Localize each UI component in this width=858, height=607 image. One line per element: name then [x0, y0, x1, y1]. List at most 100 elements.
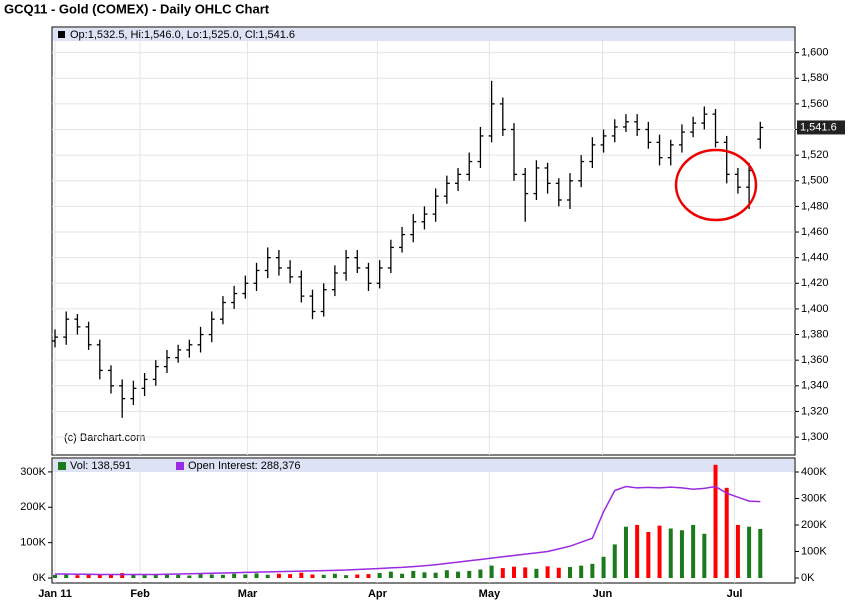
volume-bar — [176, 574, 181, 578]
legend-swatch — [58, 31, 65, 38]
y-tick-label: 100K — [20, 537, 46, 549]
volume-bar — [400, 573, 405, 578]
volume-bar — [254, 573, 259, 578]
y-tick-label: 0K — [33, 572, 47, 584]
volume-bar — [444, 570, 449, 578]
volume-bar — [456, 571, 461, 578]
legend-swatch — [58, 462, 66, 470]
volume-bar — [299, 572, 304, 578]
volume-bar — [534, 568, 539, 578]
volume-bar — [265, 574, 270, 578]
volume-bar — [691, 524, 696, 578]
volume-bar — [422, 572, 427, 578]
x-tick-label: Jun — [593, 588, 613, 600]
y-tick-label: 1,420 — [801, 277, 829, 289]
volume-bar — [64, 574, 69, 578]
volume-bar — [567, 567, 572, 578]
volume-bar — [747, 526, 752, 578]
volume-bar — [758, 528, 763, 578]
volume-bar — [209, 574, 214, 578]
source-note: (c) Barchart.com — [64, 432, 145, 444]
volume-bar — [556, 567, 561, 578]
y-tick-label: 1,520 — [801, 149, 829, 161]
legend-label: Vol: 138,591 — [70, 460, 131, 472]
y2-tick-label: 100K — [801, 545, 827, 557]
volume-bar — [523, 567, 528, 578]
y-tick-label: 200K — [20, 501, 46, 513]
y2-tick-label: 200K — [801, 519, 827, 531]
volume-bar — [668, 528, 673, 578]
x-tick-label: Jan 11 — [38, 588, 72, 600]
y-tick-label: 1,500 — [801, 175, 829, 187]
volume-bar — [187, 575, 192, 578]
volume-bar — [579, 565, 584, 578]
chart-title: GCQ11 - Gold (COMEX) - Daily OHLC Chart — [4, 1, 270, 16]
volume-bar — [310, 574, 315, 578]
y-tick-label: 1,340 — [801, 380, 829, 392]
legend-label: Open Interest: 288,376 — [188, 460, 301, 472]
price-panel — [51, 26, 796, 456]
y-tick-label: 1,560 — [801, 98, 829, 110]
y-tick-label: 1,600 — [801, 47, 829, 59]
volume-bar — [377, 573, 382, 578]
y-tick-label: 1,320 — [801, 405, 829, 417]
volume-bar — [232, 573, 237, 578]
volume-bar — [679, 530, 684, 578]
volume-bar — [646, 532, 651, 578]
last-price-label: 1,541.6 — [800, 121, 837, 133]
volume-bar — [657, 525, 662, 578]
y-tick-label: 1,400 — [801, 303, 829, 315]
y2-tick-label: 0K — [801, 572, 815, 584]
y-tick-label: 300K — [20, 466, 46, 478]
volume-bar — [332, 573, 337, 578]
volume-bar — [512, 566, 517, 578]
volume-bar — [366, 574, 371, 578]
volume-bar — [142, 575, 147, 578]
volume-bar — [702, 533, 707, 578]
volume-bar — [108, 574, 113, 578]
volume-bar — [355, 574, 360, 578]
volume-bar — [489, 565, 494, 578]
volume-bar — [500, 568, 505, 578]
y2-tick-label: 300K — [801, 492, 827, 504]
volume-bar — [53, 574, 58, 578]
x-tick-label: May — [479, 588, 501, 600]
y-tick-label: 1,380 — [801, 328, 829, 340]
volume-bar — [243, 574, 248, 578]
volume-bar — [276, 573, 281, 578]
y-tick-label: 1,440 — [801, 252, 829, 264]
volume-bar — [153, 574, 158, 578]
ohlc-legend: Op:1,532.5, Hi:1,546.0, Lo:1,525.0, Cl:1… — [70, 29, 295, 41]
volume-bar — [120, 573, 125, 578]
y-tick-label: 1,460 — [801, 226, 829, 238]
x-tick-label: Jul — [727, 588, 743, 600]
y-tick-label: 1,300 — [801, 431, 829, 443]
x-tick-label: Mar — [238, 588, 258, 600]
volume-bar — [131, 574, 136, 578]
volume-bar — [164, 573, 169, 578]
volume-bar — [601, 556, 606, 578]
legend-swatch — [176, 462, 184, 470]
volume-bar — [612, 544, 617, 578]
volume-bar — [220, 574, 225, 578]
y-tick-label: 1,480 — [801, 200, 829, 212]
volume-bar — [467, 570, 472, 578]
volume-bar — [713, 464, 718, 578]
x-tick-label: Feb — [130, 588, 150, 600]
legend-strip — [53, 28, 794, 41]
volume-bar — [635, 524, 640, 578]
volume-bar — [388, 571, 393, 578]
y2-tick-label: 400K — [801, 466, 827, 478]
volume-bar — [590, 563, 595, 578]
x-tick-label: Apr — [368, 588, 388, 600]
volume-bar — [545, 566, 550, 578]
volume-bar — [344, 575, 349, 578]
volume-bar — [97, 574, 102, 578]
volume-bar — [433, 572, 438, 578]
oi-line — [55, 485, 761, 576]
y-tick-label: 1,360 — [801, 354, 829, 366]
volume-bar — [724, 487, 729, 578]
volume-bar — [735, 524, 740, 578]
volume-bar — [478, 569, 483, 578]
